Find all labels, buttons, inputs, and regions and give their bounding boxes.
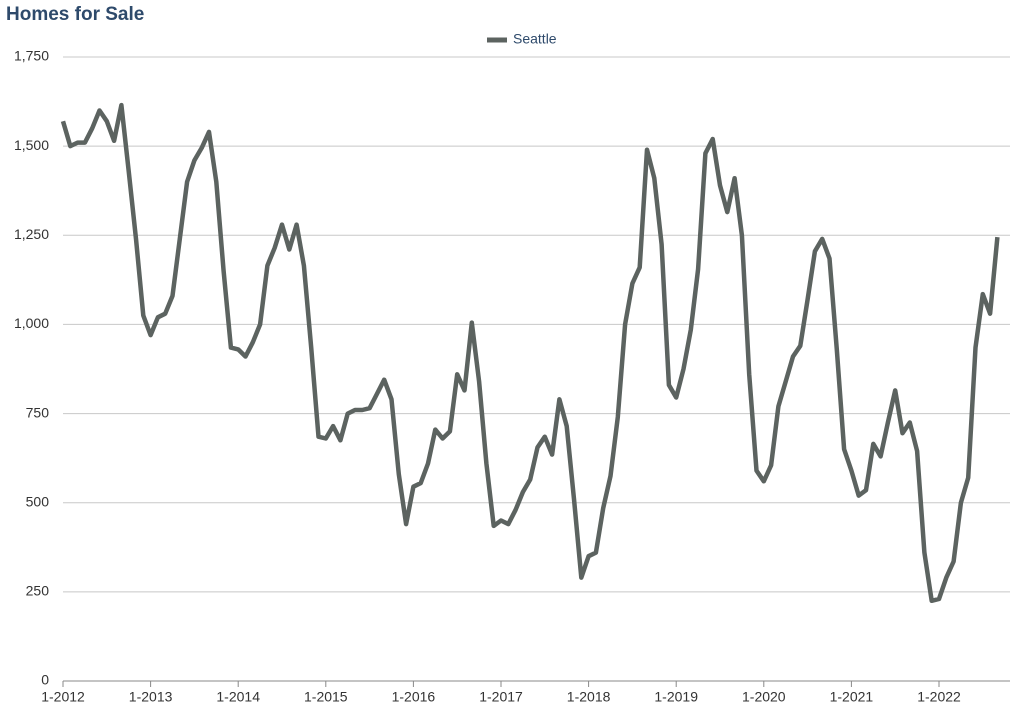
x-tick-label: 1-2021: [830, 689, 874, 705]
x-tick-label: 1-2016: [392, 689, 436, 705]
y-tick-label: 1,750: [14, 48, 49, 64]
chart-title: Homes for Sale: [6, 4, 144, 25]
y-tick-label: 1,250: [14, 226, 49, 242]
x-tick-label: 1-2015: [304, 689, 348, 705]
x-tick-label: 1-2019: [654, 689, 698, 705]
y-tick-label: 750: [26, 404, 50, 420]
y-tick-label: 250: [26, 583, 50, 599]
x-tick-label: 1-2017: [479, 689, 523, 705]
x-tick-label: 1-2020: [742, 689, 786, 705]
x-tick-label: 1-2012: [41, 689, 85, 705]
x-tick-label: 1-2013: [129, 689, 173, 705]
x-tick-label: 1-2022: [917, 689, 961, 705]
y-tick-label: 0: [41, 672, 49, 688]
line-series: [60, 102, 1000, 604]
legend-label: Seattle: [513, 31, 557, 47]
y-tick-label: 500: [26, 493, 50, 509]
y-tick-label: 1,500: [14, 137, 49, 153]
x-tick-label: 1-2014: [216, 689, 260, 705]
x-tick-label: 1-2018: [567, 689, 611, 705]
y-tick-label: 1,000: [14, 315, 49, 331]
